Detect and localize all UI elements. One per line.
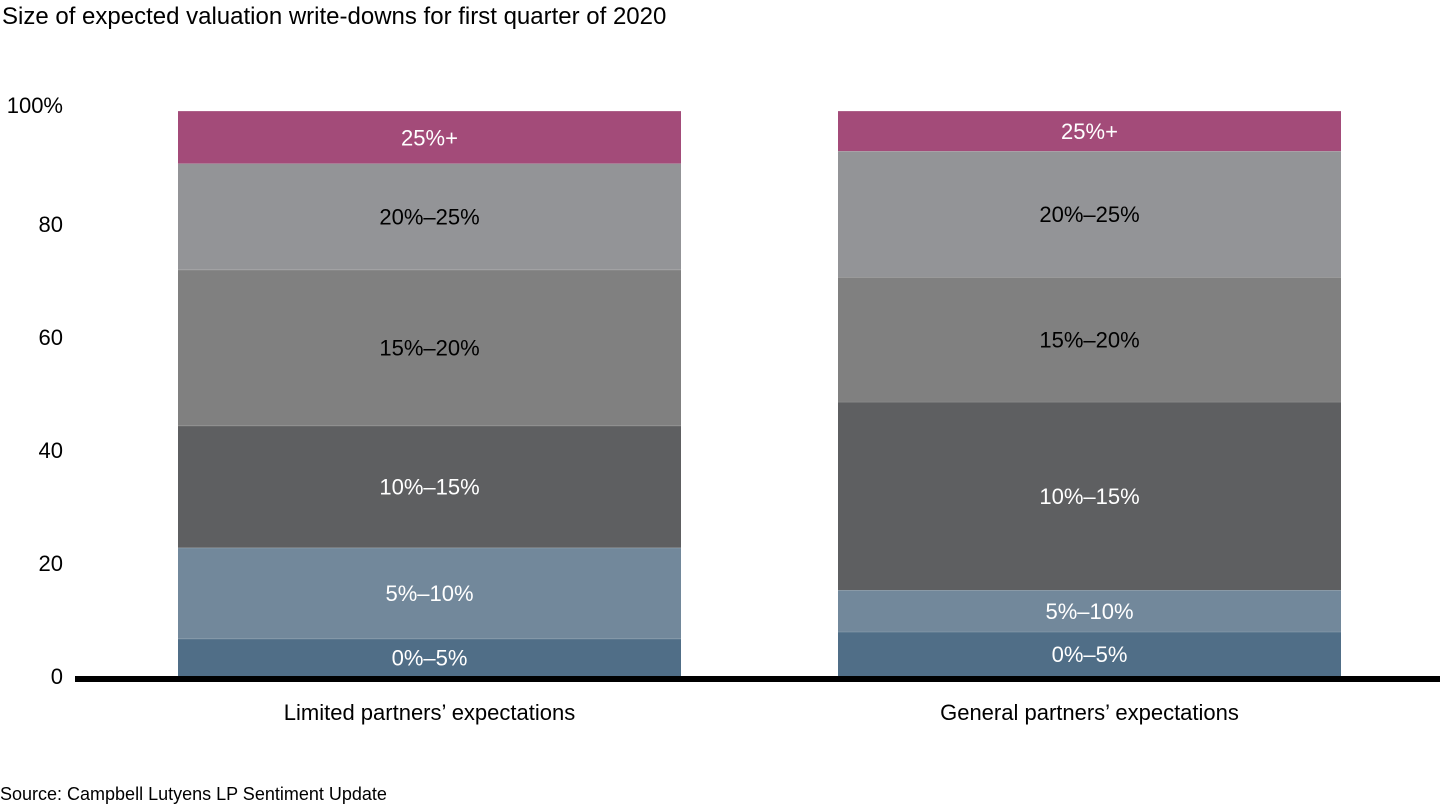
x-category-label: Limited partners’ expectations [284, 700, 575, 725]
y-tick-label: 20 [39, 551, 63, 576]
bar-segment [178, 638, 681, 676]
y-tick-label: 40 [39, 438, 63, 463]
source-note: Source: Campbell Lutyens LP Sentiment Up… [0, 784, 387, 804]
bar-stack: 0%–5% 5%–10% 10%–15% 15%–20% 20%–25% 25%+ [838, 110, 1341, 676]
bar-segment [178, 425, 681, 548]
y-axis: 0 20 40 60 80 100% [7, 93, 63, 689]
segment-label: 5%–10% [385, 581, 473, 606]
bars: 0%–5%5%–10%10%–15%15%–20%20%–25%25%+0%–5… [178, 110, 1341, 676]
x-category-label: General partners’ expectations [940, 700, 1239, 725]
y-tick-label: 0 [51, 664, 63, 689]
y-tick-label: 100% [7, 93, 63, 118]
segment-label: 5%–10% [1045, 599, 1133, 624]
y-tick-label: 60 [39, 325, 63, 350]
x-axis-line [75, 676, 1440, 682]
bar-segment [838, 401, 1341, 591]
segment-label: 25%+ [401, 125, 458, 150]
bar-segment [838, 590, 1341, 632]
segment-label: 20%–25% [1039, 202, 1139, 227]
bar-segment [178, 111, 681, 164]
bar-segment [178, 163, 681, 270]
chart-title: Size of expected valuation write-downs f… [2, 3, 667, 30]
bar-segment [838, 631, 1341, 676]
segment-label: 15%–20% [1039, 328, 1139, 353]
y-tick-label: 80 [39, 212, 63, 237]
bar-segment [838, 111, 1341, 152]
segment-label: 0%–5% [1052, 642, 1128, 667]
bar-segment [838, 277, 1341, 402]
segment-label: 10%–15% [1039, 484, 1139, 509]
bar-segment [178, 269, 681, 426]
segment-label: 20%–25% [379, 205, 479, 230]
segment-label: 25%+ [1061, 119, 1118, 144]
segment-label: 15%–20% [379, 336, 479, 361]
bar-stack: 0%–5% 5%–10% 10%–15% 15%–20% 20%–25% 25%+ [178, 110, 681, 676]
bar-segment [178, 547, 681, 639]
bar-segment [838, 151, 1341, 278]
segment-label: 10%–15% [379, 475, 479, 500]
segment-label: 0%–5% [392, 645, 468, 670]
x-axis: Limited partners’ expectations General pa… [75, 676, 1440, 725]
